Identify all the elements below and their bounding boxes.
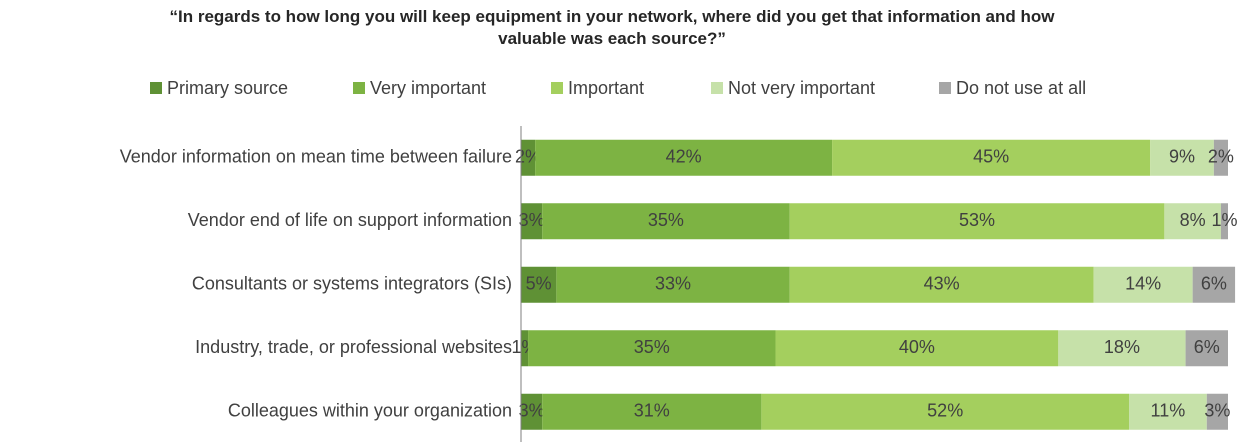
data-label: 2% <box>515 147 541 167</box>
legend-swatch <box>939 82 951 94</box>
bar-segment <box>528 330 776 367</box>
bar-segment <box>535 139 833 176</box>
legend-label: Not very important <box>728 78 875 98</box>
data-label: 2% <box>1208 147 1234 167</box>
data-label: 31% <box>634 401 670 421</box>
data-label: 9% <box>1169 147 1195 167</box>
bar-segment <box>832 139 1151 176</box>
legend-swatch <box>353 82 365 94</box>
data-label: 14% <box>1125 274 1161 294</box>
data-label: 6% <box>1194 337 1220 357</box>
data-label: 3% <box>519 401 545 421</box>
data-label: 3% <box>1204 401 1230 421</box>
bar-segment <box>1213 139 1228 176</box>
bar-segment <box>761 393 1130 430</box>
data-label: 33% <box>655 274 691 294</box>
data-label: 53% <box>959 210 995 230</box>
bar-segment <box>521 393 543 430</box>
bar-segment <box>521 139 536 176</box>
data-label: 45% <box>973 147 1009 167</box>
bar-segment <box>1220 203 1228 240</box>
bar-segment <box>1164 203 1221 240</box>
category-label: Vendor information on mean time between … <box>120 147 512 167</box>
data-label: 3% <box>519 210 545 230</box>
data-label: 8% <box>1180 210 1206 230</box>
data-label: 18% <box>1104 337 1140 357</box>
bar-segment <box>1150 139 1214 176</box>
bar-segment <box>542 393 762 430</box>
chart-title: “In regards to how long you will keep eq… <box>169 7 1055 48</box>
bar-segment <box>1129 393 1207 430</box>
category-label: Industry, trade, or professional website… <box>195 337 512 357</box>
bar-segment <box>1192 266 1236 303</box>
bar-segment <box>789 266 1094 303</box>
bar-segment <box>521 330 529 367</box>
bar-segment <box>1206 393 1228 430</box>
data-label: 52% <box>927 401 963 421</box>
bar-segment <box>521 266 557 303</box>
bar-segment <box>1185 330 1228 367</box>
legend-label: Very important <box>370 78 486 98</box>
legend-label: Do not use at all <box>956 78 1086 98</box>
data-label: 43% <box>924 274 960 294</box>
data-label: 35% <box>648 210 684 230</box>
category-label: Colleagues within your organization <box>228 401 512 421</box>
data-label: 40% <box>899 337 935 357</box>
bar-segment <box>789 203 1165 240</box>
data-label: 35% <box>634 337 670 357</box>
legend-swatch <box>551 82 563 94</box>
bar-segment <box>1093 266 1193 303</box>
data-label: 11% <box>1151 401 1186 421</box>
bar-segment <box>521 203 543 240</box>
data-label: 5% <box>526 274 552 294</box>
legend-swatch <box>150 82 162 94</box>
data-label: 1% <box>1211 210 1237 230</box>
data-label: 6% <box>1201 274 1227 294</box>
data-label: 42% <box>666 147 702 167</box>
bar-segment <box>1058 330 1186 367</box>
bar-segment <box>775 330 1059 367</box>
category-label: Vendor end of life on support informatio… <box>188 210 512 230</box>
bar-segment <box>556 266 790 303</box>
legend-swatch <box>711 82 723 94</box>
legend-label: Primary source <box>167 78 288 98</box>
bar-segment <box>542 203 790 240</box>
legend-label: Important <box>568 78 644 98</box>
category-label: Consultants or systems integrators (SIs) <box>192 274 512 294</box>
